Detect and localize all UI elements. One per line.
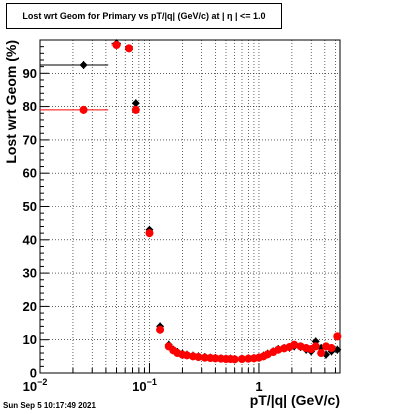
y-tick-label: 60: [23, 166, 37, 181]
y-tick-label: 0: [30, 366, 37, 381]
timestamp-footer: Sun Sep 5 10:17:49 2021: [3, 401, 96, 410]
data-point-red: [327, 344, 336, 353]
data-point-red: [317, 349, 326, 358]
y-tick-label: 20: [23, 299, 37, 314]
data-point-red: [124, 44, 133, 53]
y-tick-label: 90: [23, 66, 37, 81]
data-point-black: [131, 99, 140, 108]
data-point-red: [145, 229, 154, 238]
x-tick-label: 10−2: [23, 377, 48, 394]
data-point-red: [290, 340, 299, 349]
data-point-red: [131, 105, 140, 114]
data-point-black: [79, 60, 88, 69]
data-point-red: [79, 105, 88, 114]
data-point-red: [237, 355, 246, 364]
x-axis-title: pT/|q| (GeV/c): [250, 392, 340, 408]
data-point-red: [156, 325, 165, 334]
chart-title: Lost wrt Geom for Primary vs pT/|q| (GeV…: [6, 3, 282, 29]
y-axis-title: Lost wrt Geom (%): [3, 40, 19, 164]
data-point-red: [230, 355, 239, 364]
data-point-red: [333, 332, 342, 341]
y-tick-label: 50: [23, 199, 37, 214]
y-tick-label: 40: [23, 232, 37, 247]
data-point-red: [112, 40, 121, 49]
x-tick-label: 1: [255, 379, 262, 394]
data-point-red: [274, 345, 283, 354]
y-tick-label: 70: [23, 132, 37, 147]
data-point-red: [194, 353, 203, 362]
y-tick-label: 30: [23, 266, 37, 281]
y-tick-label: 10: [23, 332, 37, 347]
data-point-red: [311, 342, 320, 351]
data-point-red: [182, 351, 191, 360]
y-tick-label: 80: [23, 99, 37, 114]
x-tick-label: 10−1: [132, 377, 157, 394]
